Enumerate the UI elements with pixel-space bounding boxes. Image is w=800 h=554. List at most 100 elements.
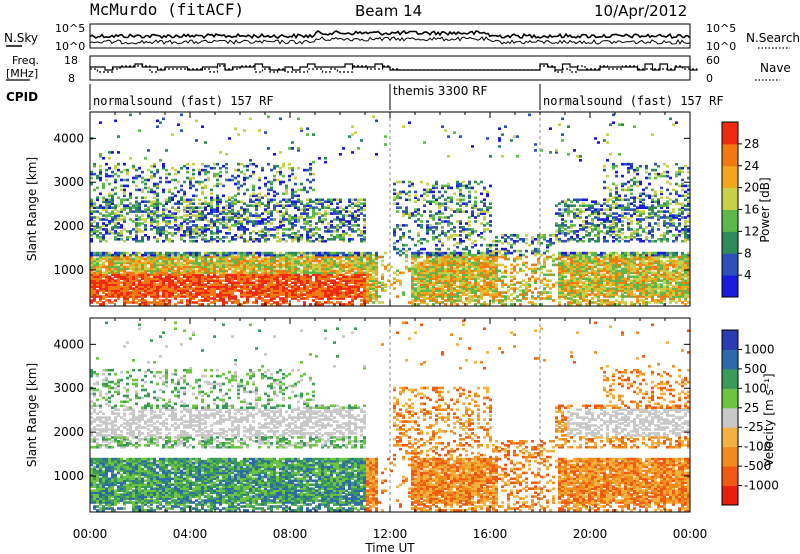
heatmap-cell (291, 293, 294, 296)
heatmap-cell (165, 251, 168, 255)
heatmap-cell (156, 182, 159, 186)
heatmap-cell (264, 285, 267, 288)
heatmap-cell (363, 273, 366, 277)
heatmap-cell (423, 273, 426, 277)
heatmap-cell (285, 283, 288, 286)
heatmap-cell (483, 279, 486, 282)
heatmap-cell (378, 301, 381, 304)
heatmap-cell (516, 299, 519, 302)
heatmap-cell (474, 220, 477, 223)
heatmap-cell (132, 289, 135, 292)
heatmap-cell (369, 279, 372, 282)
heatmap-cell (345, 291, 348, 294)
heatmap-cell (105, 253, 108, 257)
heatmap-cell (435, 269, 438, 273)
heatmap-cell (258, 281, 261, 284)
heatmap-cell (159, 271, 162, 275)
heatmap-cell (120, 198, 123, 202)
heatmap-cell (219, 265, 222, 269)
heatmap-cell (192, 168, 195, 172)
heatmap-cell (540, 267, 543, 271)
heatmap-cell (354, 267, 357, 271)
heatmap-cell (291, 263, 294, 267)
heatmap-cell (297, 188, 300, 192)
heatmap-cell (477, 234, 480, 237)
heatmap-cell (147, 238, 150, 241)
heatmap-cell (255, 232, 258, 235)
heatmap-cell (429, 275, 432, 279)
heatmap-cell (351, 255, 354, 259)
heatmap-cell (303, 297, 306, 300)
heatmap-cell (132, 291, 135, 294)
heatmap-cell (135, 184, 138, 188)
heatmap-cell (222, 299, 225, 302)
heatmap-cell (285, 184, 288, 188)
heatmap-cell (126, 198, 129, 202)
heatmap-cell (534, 249, 537, 253)
heatmap-cell (468, 269, 471, 273)
heatmap-cell (297, 239, 300, 243)
heatmap-cell (189, 210, 192, 213)
heatmap-cell (192, 279, 195, 282)
heatmap-cell (291, 222, 294, 225)
heatmap-cell (279, 220, 282, 223)
heatmap-cell (243, 257, 246, 261)
heatmap-cell (96, 253, 99, 257)
heatmap-cell (195, 239, 198, 243)
heatmap-cell (261, 236, 264, 239)
heatmap-cell (291, 168, 294, 172)
heatmap-cell (474, 265, 477, 269)
heatmap-cell (486, 285, 489, 288)
heatmap-cell (264, 299, 267, 302)
heatmap-cell (447, 297, 450, 300)
heatmap-cell (420, 293, 423, 296)
heatmap-cell (306, 275, 309, 279)
heatmap-cell (273, 228, 276, 231)
heatmap-cell (303, 269, 306, 273)
heatmap-cell (90, 198, 93, 202)
heatmap-cell (492, 259, 495, 263)
heatmap-cell (90, 206, 93, 209)
heatmap-cell (339, 273, 342, 277)
heatmap-cell (432, 226, 435, 229)
heatmap-cell (177, 263, 180, 267)
heatmap-cell (309, 267, 312, 271)
heatmap-cell (345, 224, 348, 227)
heatmap-cell (246, 297, 249, 300)
heatmap-cell (363, 283, 366, 286)
heatmap-cell (180, 238, 183, 241)
heatmap-cell (192, 208, 195, 211)
heatmap-cell (354, 251, 357, 255)
heatmap-cell (537, 234, 540, 237)
heatmap-cell (291, 251, 294, 255)
heatmap-cell (102, 273, 105, 277)
heatmap-cell (117, 295, 120, 298)
heatmap-cell (363, 289, 366, 292)
heatmap-cell (129, 283, 132, 286)
heatmap-cell (255, 202, 258, 205)
heatmap-cell (483, 230, 486, 233)
heatmap-cell (375, 285, 378, 288)
heatmap-cell (429, 293, 432, 296)
heatmap-cell (243, 226, 246, 229)
heatmap-cell (165, 234, 168, 237)
heatmap-cell (267, 212, 270, 215)
heatmap-cell (174, 232, 177, 235)
heatmap-cell (471, 287, 474, 290)
heatmap-cell (450, 234, 453, 237)
heatmap-cell (435, 198, 438, 202)
heatmap-cell (459, 188, 462, 192)
heatmap-cell (141, 238, 144, 241)
heatmap-cell (90, 271, 93, 275)
heatmap-cell (150, 257, 153, 261)
heatmap-cell (144, 285, 147, 288)
heatmap-cell (525, 249, 528, 253)
heatmap-cell (99, 275, 102, 279)
heatmap-cell (192, 281, 195, 284)
heatmap-cell (423, 271, 426, 275)
heatmap-cell (111, 291, 114, 294)
heatmap-cell (216, 196, 219, 200)
heatmap-cell (339, 220, 342, 223)
heatmap-cell (207, 295, 210, 298)
heatmap-cell (294, 297, 297, 300)
